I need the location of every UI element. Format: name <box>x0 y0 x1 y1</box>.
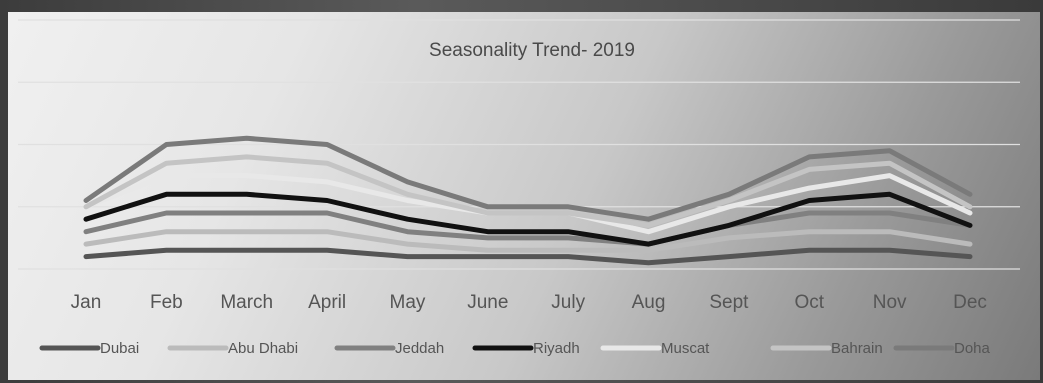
chart-title: Seasonality Trend- 2019 <box>429 40 635 61</box>
legend-label: Riyadh <box>533 340 580 357</box>
series-line-muscat <box>83 173 973 235</box>
legend-label: Dubai <box>100 340 139 357</box>
x-tick-label: Jan <box>71 292 102 313</box>
series-line-riyadh <box>83 191 973 247</box>
series-line-jeddah <box>83 210 973 247</box>
x-tick-label: June <box>467 292 508 313</box>
x-tick-label: Sept <box>709 292 749 313</box>
legend-label: Bahrain <box>831 340 883 357</box>
legend-label: Abu Dhabi <box>228 340 298 357</box>
x-tick-label: Dec <box>953 292 987 313</box>
x-tick-label: Nov <box>873 292 907 313</box>
legend-label: Muscat <box>661 340 710 357</box>
series-line-bahrain <box>83 154 973 228</box>
x-tick-label: April <box>308 292 346 313</box>
x-tick-label: March <box>220 292 273 313</box>
legend-label: Jeddah <box>395 340 444 357</box>
line-chart: Seasonality Trend- 2019 Jan Feb March April… <box>18 19 1020 357</box>
chart-area: Seasonality Trend- 2019 Jan Feb March April… <box>8 12 1040 380</box>
x-tick-label: May <box>390 292 426 313</box>
x-tick-label: Oct <box>794 292 824 313</box>
series-line-abu-dhabi <box>83 229 973 253</box>
legend-label: Doha <box>954 340 991 357</box>
legend: Dubai Abu Dhabi Jeddah Riyadh Muscat Bahrain D… <box>39 340 991 357</box>
x-tick-label: Aug <box>632 292 666 313</box>
x-tick-label: July <box>551 292 585 313</box>
series-line-dubai <box>83 247 973 266</box>
x-axis-tick-labels: Jan Feb March April May June July Aug Sept Oct Nov… <box>71 292 987 313</box>
series-lines <box>83 135 973 266</box>
series-line-doha <box>83 135 973 222</box>
x-tick-label: Feb <box>150 292 183 313</box>
